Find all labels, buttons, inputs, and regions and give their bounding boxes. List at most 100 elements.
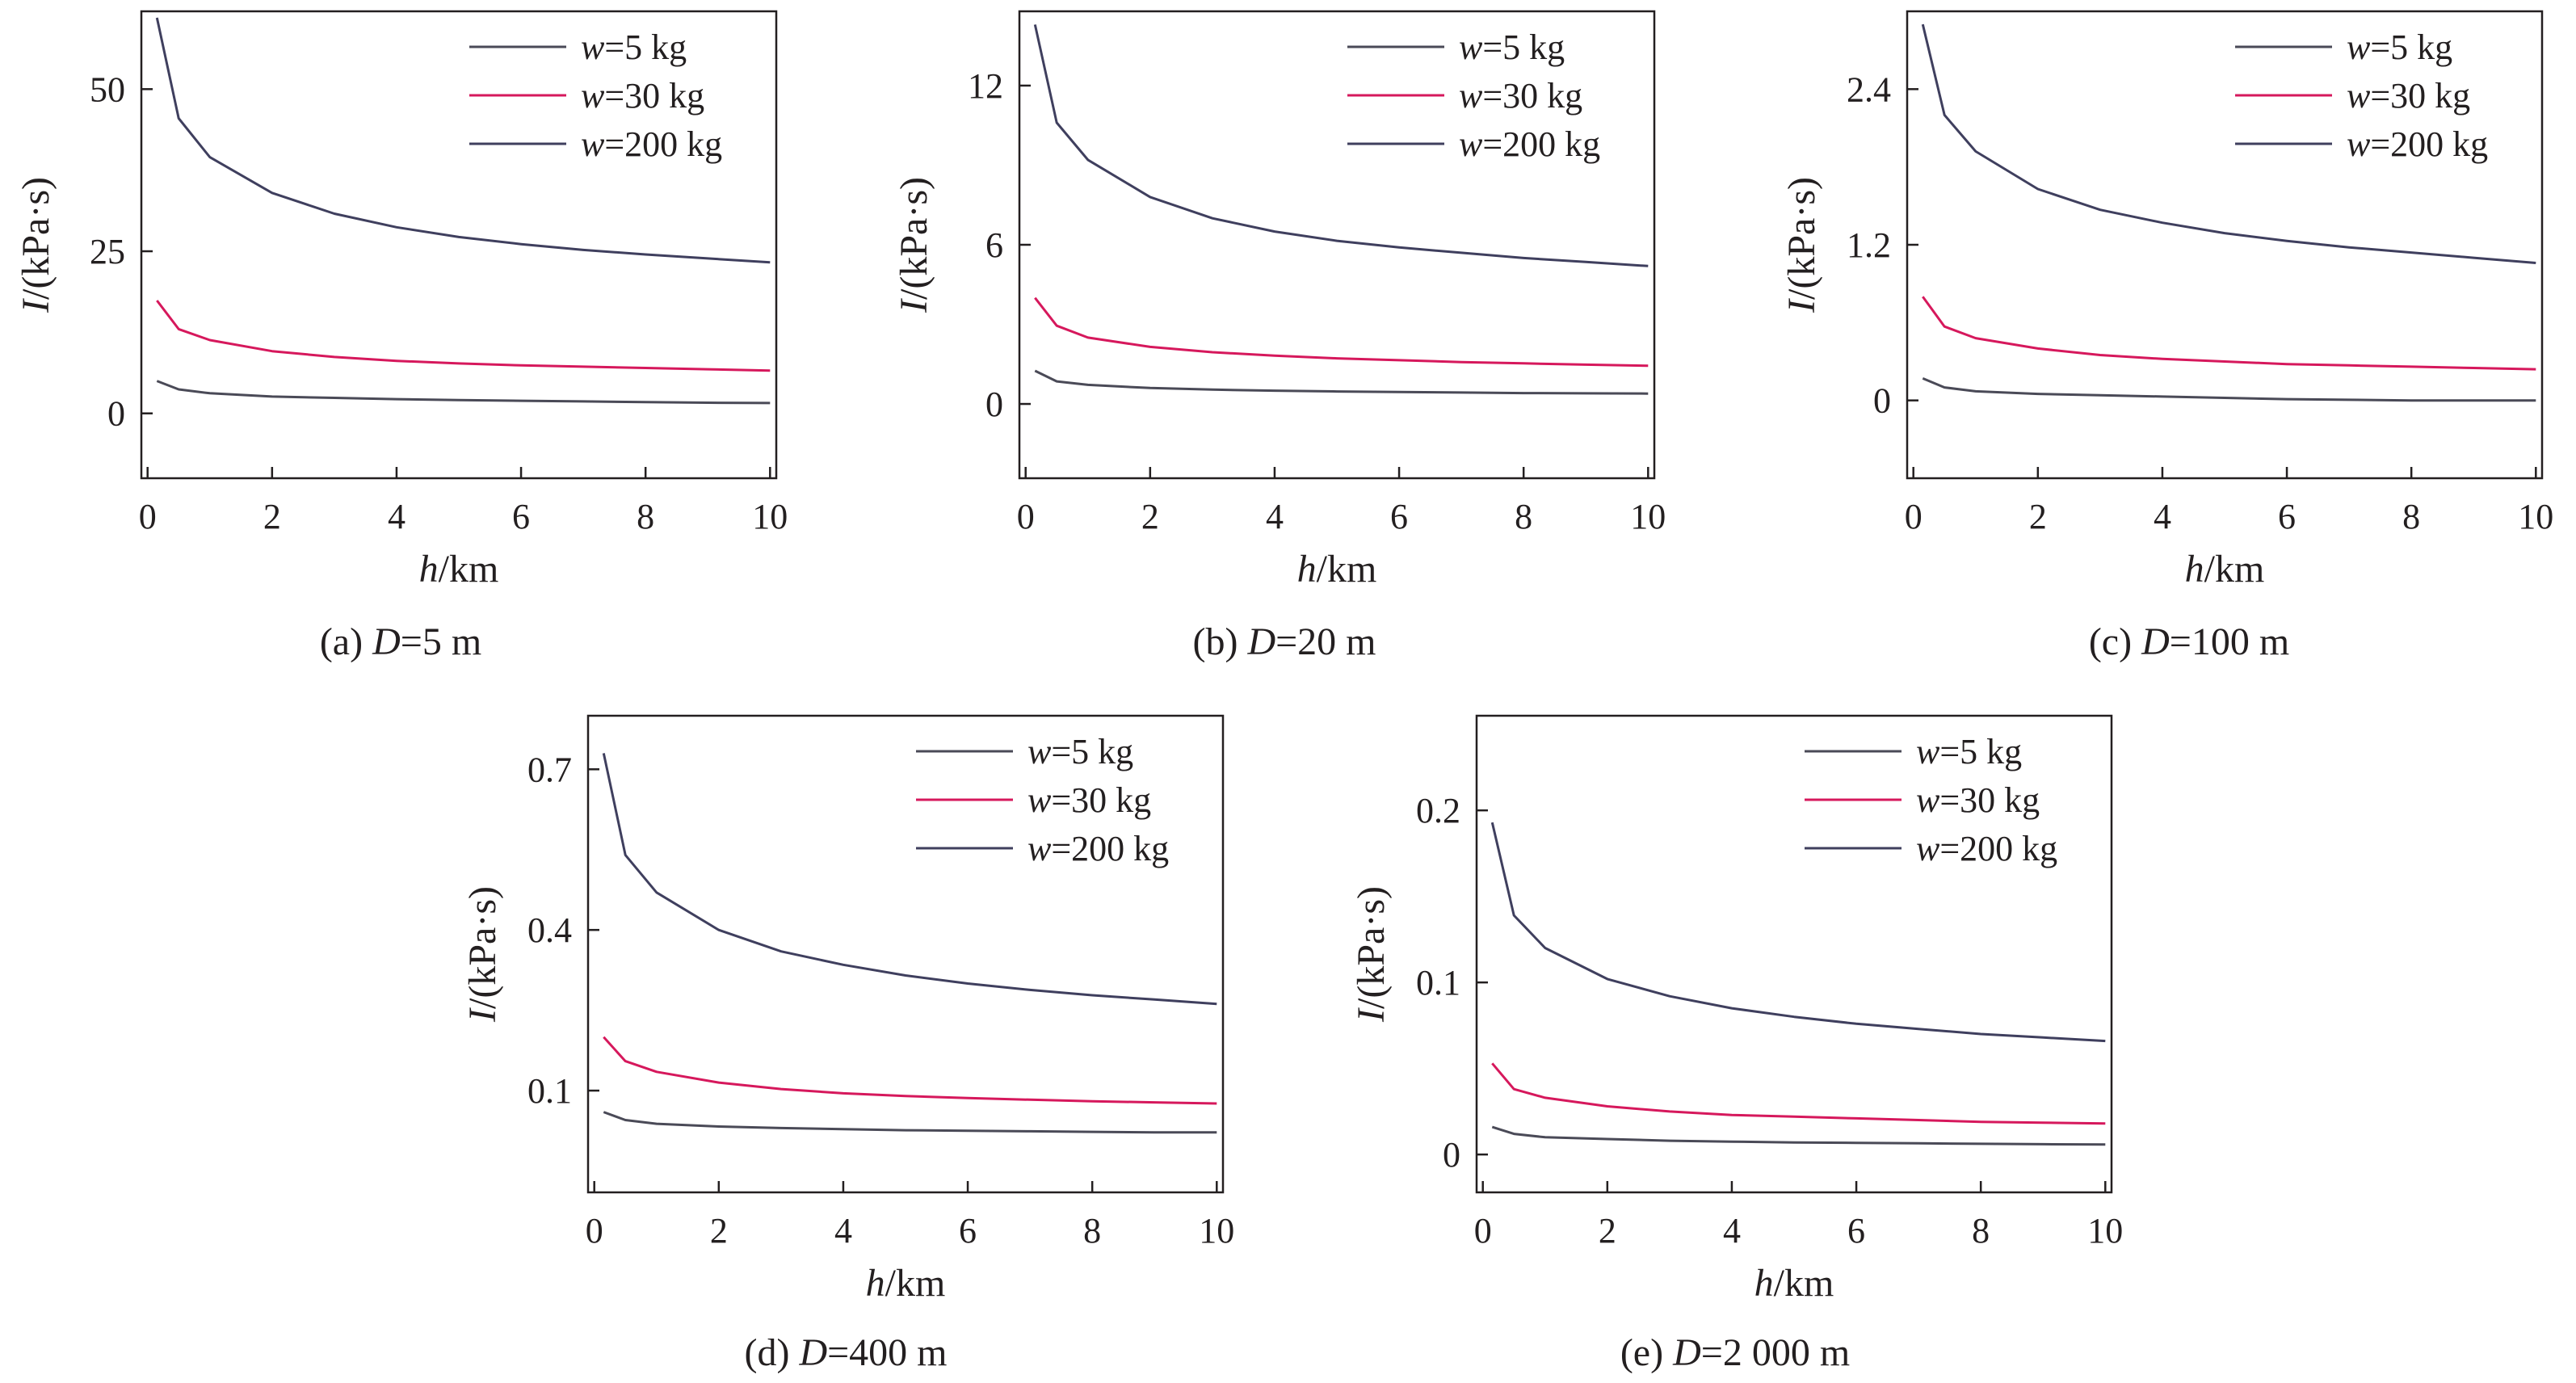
legend-label-part: w	[1916, 780, 1940, 820]
legend-label: w=30 kg	[1916, 780, 2040, 820]
legend-label: w=200 kg	[581, 124, 722, 164]
legend-label-part: =30 kg	[1051, 780, 1151, 820]
legend-label-part: =200 kg	[604, 124, 722, 164]
y-axis-label-part: /(kPa·s)	[1350, 886, 1393, 1009]
legend-label: w=5 kg	[2347, 27, 2452, 67]
x-tick-label: 2	[1599, 1211, 1616, 1251]
x-axis-label-part: /km	[885, 1262, 946, 1305]
series-line-2	[156, 300, 771, 372]
legend-label: w=30 kg	[2347, 76, 2470, 116]
series-line-3	[1033, 24, 1649, 267]
x-tick-label: 10	[1199, 1211, 1234, 1251]
x-tick-label: 10	[2518, 497, 2553, 536]
series-line-1	[1922, 377, 2536, 402]
legend-label-part: w	[1916, 732, 1940, 771]
chart-caption-part: D	[1672, 1331, 1701, 1374]
legend-label-part: w	[1459, 27, 1483, 67]
chart-caption: (e) D=2 000 m	[1620, 1331, 1850, 1374]
x-axis-label: h/km	[2185, 548, 2265, 591]
x-tick-label: 8	[2402, 497, 2420, 536]
x-tick-label: 2	[263, 497, 281, 536]
x-tick-label: 4	[834, 1211, 852, 1251]
chart-caption: (c) D=100 m	[2089, 620, 2289, 663]
y-axis-label-part: /(kPa·s)	[1780, 177, 1823, 300]
x-axis-label: h/km	[1754, 1262, 1834, 1305]
x-tick-label: 2	[710, 1211, 728, 1251]
chart-caption-part: (a)	[320, 620, 372, 663]
y-axis-label-part: /(kPa·s)	[893, 177, 935, 300]
legend-label-part: =200 kg	[1482, 124, 1600, 164]
y-tick-label: 25	[90, 232, 125, 271]
legend-label-part: =30 kg	[1482, 76, 1582, 116]
legend-label-part: w	[1027, 780, 1052, 820]
legend-label-part: =5 kg	[604, 27, 687, 67]
y-axis-label-part: I	[893, 298, 935, 313]
legend-label: w=5 kg	[581, 27, 687, 67]
legend-label: w=200 kg	[1459, 124, 1600, 164]
x-axis-label: h/km	[866, 1262, 946, 1305]
x-axis-label-part: h	[1297, 548, 1317, 591]
x-tick-label: 4	[2154, 497, 2171, 536]
y-tick-label: 0	[1443, 1135, 1460, 1175]
x-tick-label: 2	[1141, 497, 1159, 536]
legend-label: w=200 kg	[1916, 829, 2057, 868]
legend-label-part: =30 kg	[2370, 76, 2470, 116]
y-axis-label-part: /(kPa·s)	[15, 177, 57, 300]
y-axis-label-part: I	[15, 298, 57, 313]
y-tick-label: 0	[107, 394, 125, 434]
legend-label-part: w	[1916, 829, 1940, 868]
x-tick-label: 6	[1390, 497, 1408, 536]
x-tick-label: 0	[586, 1211, 603, 1251]
x-tick-label: 4	[1266, 497, 1284, 536]
x-axis-label: h/km	[1297, 548, 1377, 591]
legend-label-part: w	[1027, 829, 1052, 868]
x-tick-label: 6	[1847, 1211, 1865, 1251]
legend-label-part: w	[581, 76, 605, 116]
y-axis-label: I/(kPa·s)	[893, 177, 935, 313]
y-tick-label: 0	[985, 385, 1003, 424]
plot-frame	[586, 714, 1225, 1194]
y-tick-label: 0.7	[527, 750, 572, 789]
legend-label-part: w	[581, 27, 605, 67]
legend-label: w=200 kg	[1027, 829, 1169, 868]
legend-label-part: =5 kg	[1482, 27, 1565, 67]
legend-label-part: =5 kg	[2370, 27, 2452, 67]
y-tick-label: 6	[985, 225, 1003, 265]
chart-caption: (b) D=20 m	[1192, 620, 1376, 663]
chart-caption-part: (b)	[1192, 620, 1247, 663]
series-line-3	[1490, 822, 2106, 1043]
y-tick-label: 0.2	[1416, 791, 1460, 830]
y-axis-label-part: I	[1350, 1007, 1393, 1023]
chart-caption-part: D	[372, 620, 401, 663]
legend-label-part: =30 kg	[1939, 780, 2040, 820]
x-tick-label: 0	[1474, 1211, 1492, 1251]
legend-label-part: w	[1459, 124, 1483, 164]
legend-label-part: =200 kg	[2370, 124, 2488, 164]
x-tick-label: 6	[959, 1211, 977, 1251]
chart-caption-part: =100 m	[2170, 620, 2289, 663]
chart-caption-part: =20 m	[1275, 620, 1376, 663]
x-tick-label: 8	[1972, 1211, 1990, 1251]
series-line-2	[603, 1036, 1217, 1105]
series-line-1	[156, 380, 771, 405]
x-axis-label-part: /km	[1317, 548, 1377, 591]
x-tick-label: 10	[1630, 497, 1666, 536]
x-tick-label: 10	[2087, 1211, 2123, 1251]
chart-caption-part: D	[798, 1331, 827, 1374]
chart-caption: (d) D=400 m	[744, 1331, 947, 1374]
chart-caption: (a) D=5 m	[320, 620, 481, 663]
y-axis-label: I/(kPa·s)	[1350, 886, 1393, 1023]
chart-caption-part: =2 000 m	[1701, 1331, 1850, 1374]
series-line-1	[603, 1111, 1217, 1134]
x-tick-label: 10	[752, 497, 788, 536]
x-tick-label: 0	[1905, 497, 1923, 536]
x-axis-label-part: h	[866, 1262, 885, 1305]
series-line-2	[1922, 296, 2536, 371]
x-axis-label: h/km	[419, 548, 499, 591]
x-axis-label-part: /km	[1774, 1262, 1834, 1305]
series-line-2	[1491, 1062, 2106, 1125]
x-tick-label: 0	[139, 497, 157, 536]
x-axis-label-part: h	[419, 548, 439, 591]
x-tick-label: 4	[388, 497, 406, 536]
